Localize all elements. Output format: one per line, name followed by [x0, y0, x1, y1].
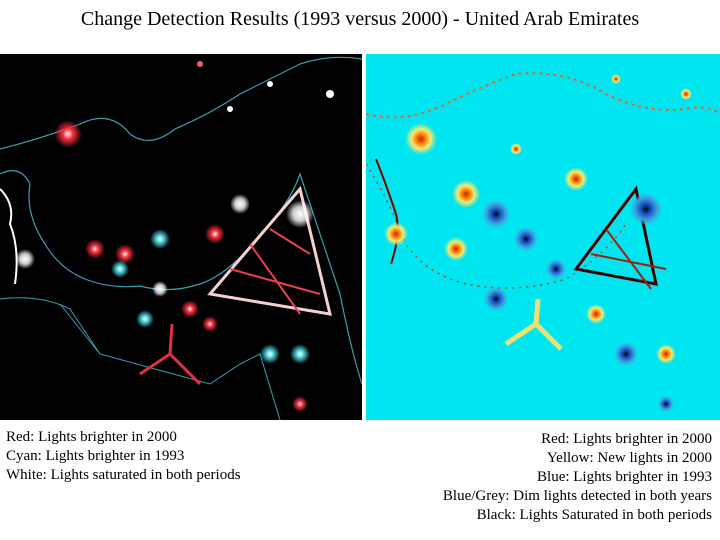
legend-item-yellow: Yellow: New lights in 2000	[546, 450, 712, 466]
legend-item-red: Red: Lights brighter in 2000	[541, 431, 712, 447]
road-network	[590, 228, 667, 290]
road-network	[207, 185, 332, 316]
border-line	[59, 303, 101, 355]
coastline	[366, 72, 720, 119]
road-network	[504, 298, 563, 351]
road-network	[229, 228, 321, 315]
legend-item-blue: Blue: Lights brighter in 1993	[537, 469, 712, 485]
road-network	[375, 158, 399, 265]
coastline	[0, 170, 362, 385]
road-network	[0, 188, 18, 285]
page-title: Change Detection Results (1993 versus 20…	[80, 8, 640, 30]
legend-item-red: Red: Lights brighter in 2000	[6, 429, 177, 445]
legend-item-blue-grey: Blue/Grey: Dim lights detected in both y…	[442, 488, 712, 504]
left-legend: Red: Lights brighter in 2000 Cyan: Light…	[6, 428, 241, 485]
legend-item-cyan: Cyan: Lights brighter in 1993	[6, 448, 185, 464]
change-map-left-image	[0, 54, 362, 420]
night-lights-map-left	[0, 56, 362, 420]
road-network	[139, 323, 202, 386]
coastline	[366, 163, 627, 289]
legend-item-black: Black: Lights Saturated in both periods	[476, 507, 712, 523]
right-legend: Red: Lights brighter in 2000 Yellow: New…	[443, 430, 712, 525]
legend-item-white: White: Lights saturated in both periods	[6, 467, 241, 483]
change-map-right-image	[366, 54, 720, 420]
border-line	[0, 297, 281, 420]
change-classification-map-right	[366, 72, 720, 412]
